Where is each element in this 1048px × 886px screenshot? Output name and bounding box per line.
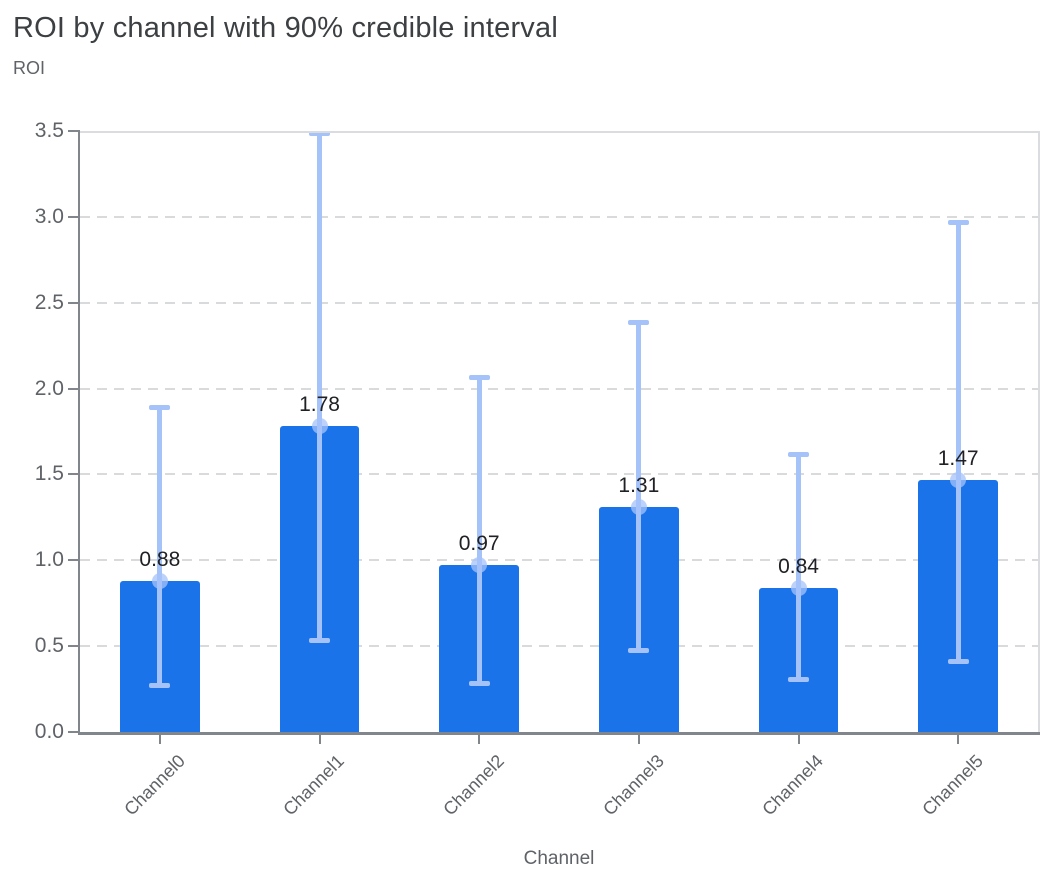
y-tick-label-0.5: 0.5 [34,634,64,658]
error-bar-cap-bottom-channel5 [947,658,969,664]
y-tickmark-3.5 [68,130,80,132]
y-tick-label-2.0: 2.0 [34,376,64,400]
y-tickmark-0.0 [68,731,80,733]
error-bar-line-channel4 [796,453,801,681]
mean-marker-channel1 [311,418,328,435]
gridline-0.5 [80,645,1038,648]
y-tickmark-0.5 [68,645,80,648]
y-tickmark-2.5 [68,301,80,304]
error-bar-line-channel5 [955,222,961,662]
error-bar-line-channel2 [476,376,482,684]
y-tick-label-0.0: 0.0 [34,720,64,743]
error-bar-line-channel1 [317,132,322,641]
error-bar-cap-bottom-channel2 [468,680,490,686]
value-label-channel3: 1.31 [618,474,660,498]
error-bar-cap-bottom-channel3 [628,648,650,654]
error-bar-cap-top-channel0 [149,405,171,411]
x-axis-line [78,732,1040,735]
mean-marker-channel5 [950,471,967,488]
y-tick-label-3.5: 3.5 [34,119,64,142]
y-tick-label-1.5: 1.5 [34,462,64,486]
gridline-2.5 [80,301,1038,304]
y-tick-label-1.0: 1.0 [34,548,64,572]
mean-marker-channel0 [151,572,168,589]
value-label-channel1: 1.78 [299,393,340,417]
y-tick-label-3.0: 3.0 [34,204,64,228]
x-tickmark-channel2 [478,735,481,744]
gridline-3.0 [80,215,1038,218]
plot-border-right [1038,131,1040,734]
x-tickmark-channel0 [158,735,161,744]
gridline-1.5 [80,473,1038,476]
error-bar-cap-top-channel3 [628,319,650,325]
x-tickmark-channel1 [318,735,321,744]
x-tick-label-channel3: Channel3 [599,750,668,820]
value-label-channel0: 0.88 [139,547,181,571]
error-bar-line-channel0 [157,407,163,686]
chart-title: ROI by channel with 90% credible interva… [13,12,558,44]
x-tick-label-channel2: Channel2 [439,750,509,820]
value-label-channel2: 0.97 [458,532,500,556]
value-label-channel4: 0.84 [778,554,819,578]
x-axis-title: Channel [523,848,595,869]
error-bar-cap-bottom-channel1 [309,637,330,643]
y-tickmark-1.5 [68,473,80,476]
mean-marker-channel3 [630,499,647,516]
x-tickmark-channel5 [957,735,960,744]
x-tickmark-channel3 [637,735,640,744]
gridline-1.0 [80,559,1038,562]
y-axis-line [78,131,80,735]
x-tick-label-channel4: Channel4 [758,750,828,820]
plot-border-top [80,131,1038,133]
value-label-channel5: 1.47 [937,446,979,470]
x-tick-label-channel0: Channel0 [120,750,189,820]
error-bar-cap-top-channel2 [468,374,490,380]
x-tick-label-channel5: Channel5 [918,750,988,820]
x-tick-label-channel1: Channel1 [279,750,349,820]
y-tickmark-3.0 [68,215,80,218]
y-tickmark-1.0 [68,559,80,562]
gridline-2.0 [80,387,1038,390]
error-bar-cap-top-channel1 [309,130,330,136]
x-tickmark-channel4 [797,735,800,744]
y-tickmark-2.0 [68,387,80,390]
y-tick-label-2.5: 2.5 [34,290,64,314]
error-bar-cap-bottom-channel4 [788,677,809,683]
y-axis-title: ROI [13,58,46,78]
plot-area: 0.88 1.78 0.97 1.31 0.84 1.47 [80,130,1038,732]
mean-marker-channel2 [471,557,488,574]
error-bar-line-channel3 [636,321,642,652]
error-bar-cap-bottom-channel0 [149,682,171,688]
error-bar-cap-top-channel4 [788,451,809,457]
mean-marker-channel4 [790,579,807,596]
error-bar-cap-top-channel5 [947,220,969,225]
